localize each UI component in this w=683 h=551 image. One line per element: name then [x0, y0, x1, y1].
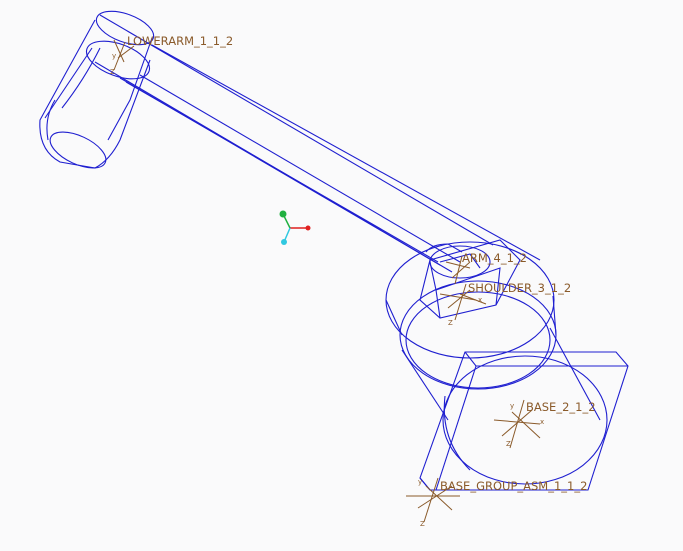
svg-text:Z: Z [110, 68, 115, 76]
csys-base: Z x y [493, 399, 544, 449]
lowerarm-part[interactable] [39, 5, 541, 273]
label-base: BASE_2_1_2 [526, 400, 596, 414]
csys-lowerarm: Z y [110, 39, 135, 76]
shoulder-part[interactable] [385, 239, 557, 390]
svg-text:Z: Z [420, 520, 425, 528]
csys-arm [445, 255, 471, 285]
svg-text:y: y [418, 478, 422, 486]
svg-text:y: y [510, 402, 514, 410]
csys-shoulder: Z x [439, 283, 487, 327]
label-lowerarm: LOWERARM_1_1_2 [127, 34, 233, 48]
label-arm: ARM_4_1_2 [462, 251, 527, 265]
base-part[interactable] [401, 327, 629, 491]
svg-text:x: x [540, 418, 544, 426]
csys-base-group: Z y [406, 477, 460, 528]
label-shoulder: SHOULDER_3_1_2 [468, 281, 571, 295]
label-base-group: BASE_GROUP_ASM_1_1_2 [440, 479, 587, 493]
svg-text:y: y [112, 52, 116, 60]
view-orientation-triad-icon[interactable] [279, 210, 311, 246]
svg-text:x: x [478, 296, 482, 304]
svg-text:Z: Z [448, 319, 453, 327]
svg-text:Z: Z [506, 440, 511, 448]
